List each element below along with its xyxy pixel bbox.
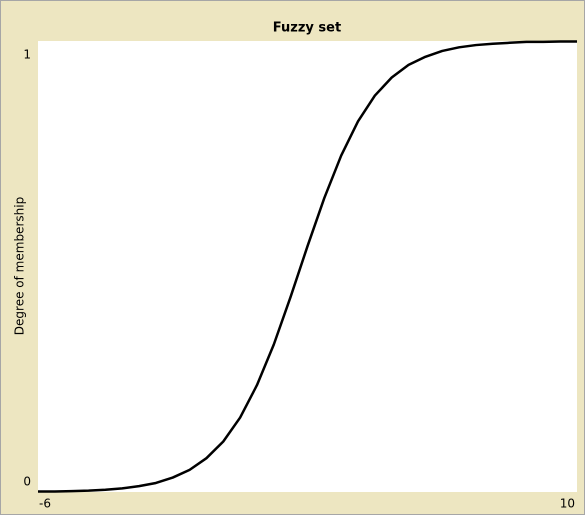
- x-tick-label: 10: [560, 497, 575, 511]
- x-tick-label: -6: [39, 497, 51, 511]
- plot-area: [38, 41, 577, 492]
- y-tick-label: 0: [23, 475, 31, 489]
- line: [38, 40, 577, 493]
- chart-title: Fuzzy set: [273, 21, 341, 36]
- y-tick-label: 1: [23, 48, 31, 62]
- y-axis-label: Degree of membership: [13, 197, 27, 335]
